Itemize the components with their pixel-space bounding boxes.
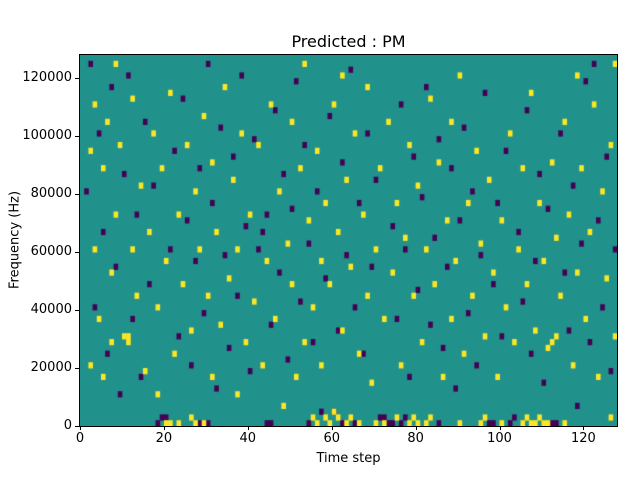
x-tick-label: 20	[155, 431, 173, 446]
x-tick-label: 80	[407, 431, 424, 446]
x-axis-label: Time step	[316, 451, 381, 466]
x-tick-mark	[583, 426, 585, 430]
y-tick-mark	[75, 136, 79, 138]
x-tick-label: 120	[571, 431, 596, 446]
y-tick-label: 80000	[30, 186, 72, 202]
y-tick-mark	[75, 194, 79, 196]
x-tick-label: 0	[75, 431, 85, 446]
y-tick-label: 20000	[30, 360, 72, 376]
y-tick-label: 0	[63, 418, 72, 433]
x-tick-mark	[499, 426, 501, 430]
plot-area	[79, 54, 618, 427]
x-tick-mark	[415, 426, 417, 430]
x-tick-mark	[247, 426, 249, 430]
y-tick-mark	[75, 368, 79, 370]
x-tick-mark	[80, 426, 81, 430]
y-axis-label: Frequency (Hz)	[7, 190, 23, 290]
y-tick-label: 120000	[22, 70, 72, 86]
y-tick-label: 40000	[30, 302, 72, 318]
chart-title: Predicted : PM	[291, 32, 406, 51]
y-tick-label: 60000	[30, 244, 72, 260]
y-tick-label: 100000	[22, 128, 72, 144]
y-tick-mark	[75, 310, 79, 312]
x-tick-label: 100	[487, 431, 512, 446]
x-tick-label: 40	[239, 431, 257, 446]
x-tick-mark	[163, 426, 165, 430]
y-tick-mark	[75, 78, 79, 80]
y-tick-mark	[75, 252, 79, 254]
heatmap-canvas	[80, 55, 617, 426]
x-tick-label: 60	[323, 431, 340, 446]
y-tick-mark	[75, 426, 79, 427]
x-tick-mark	[331, 426, 333, 430]
